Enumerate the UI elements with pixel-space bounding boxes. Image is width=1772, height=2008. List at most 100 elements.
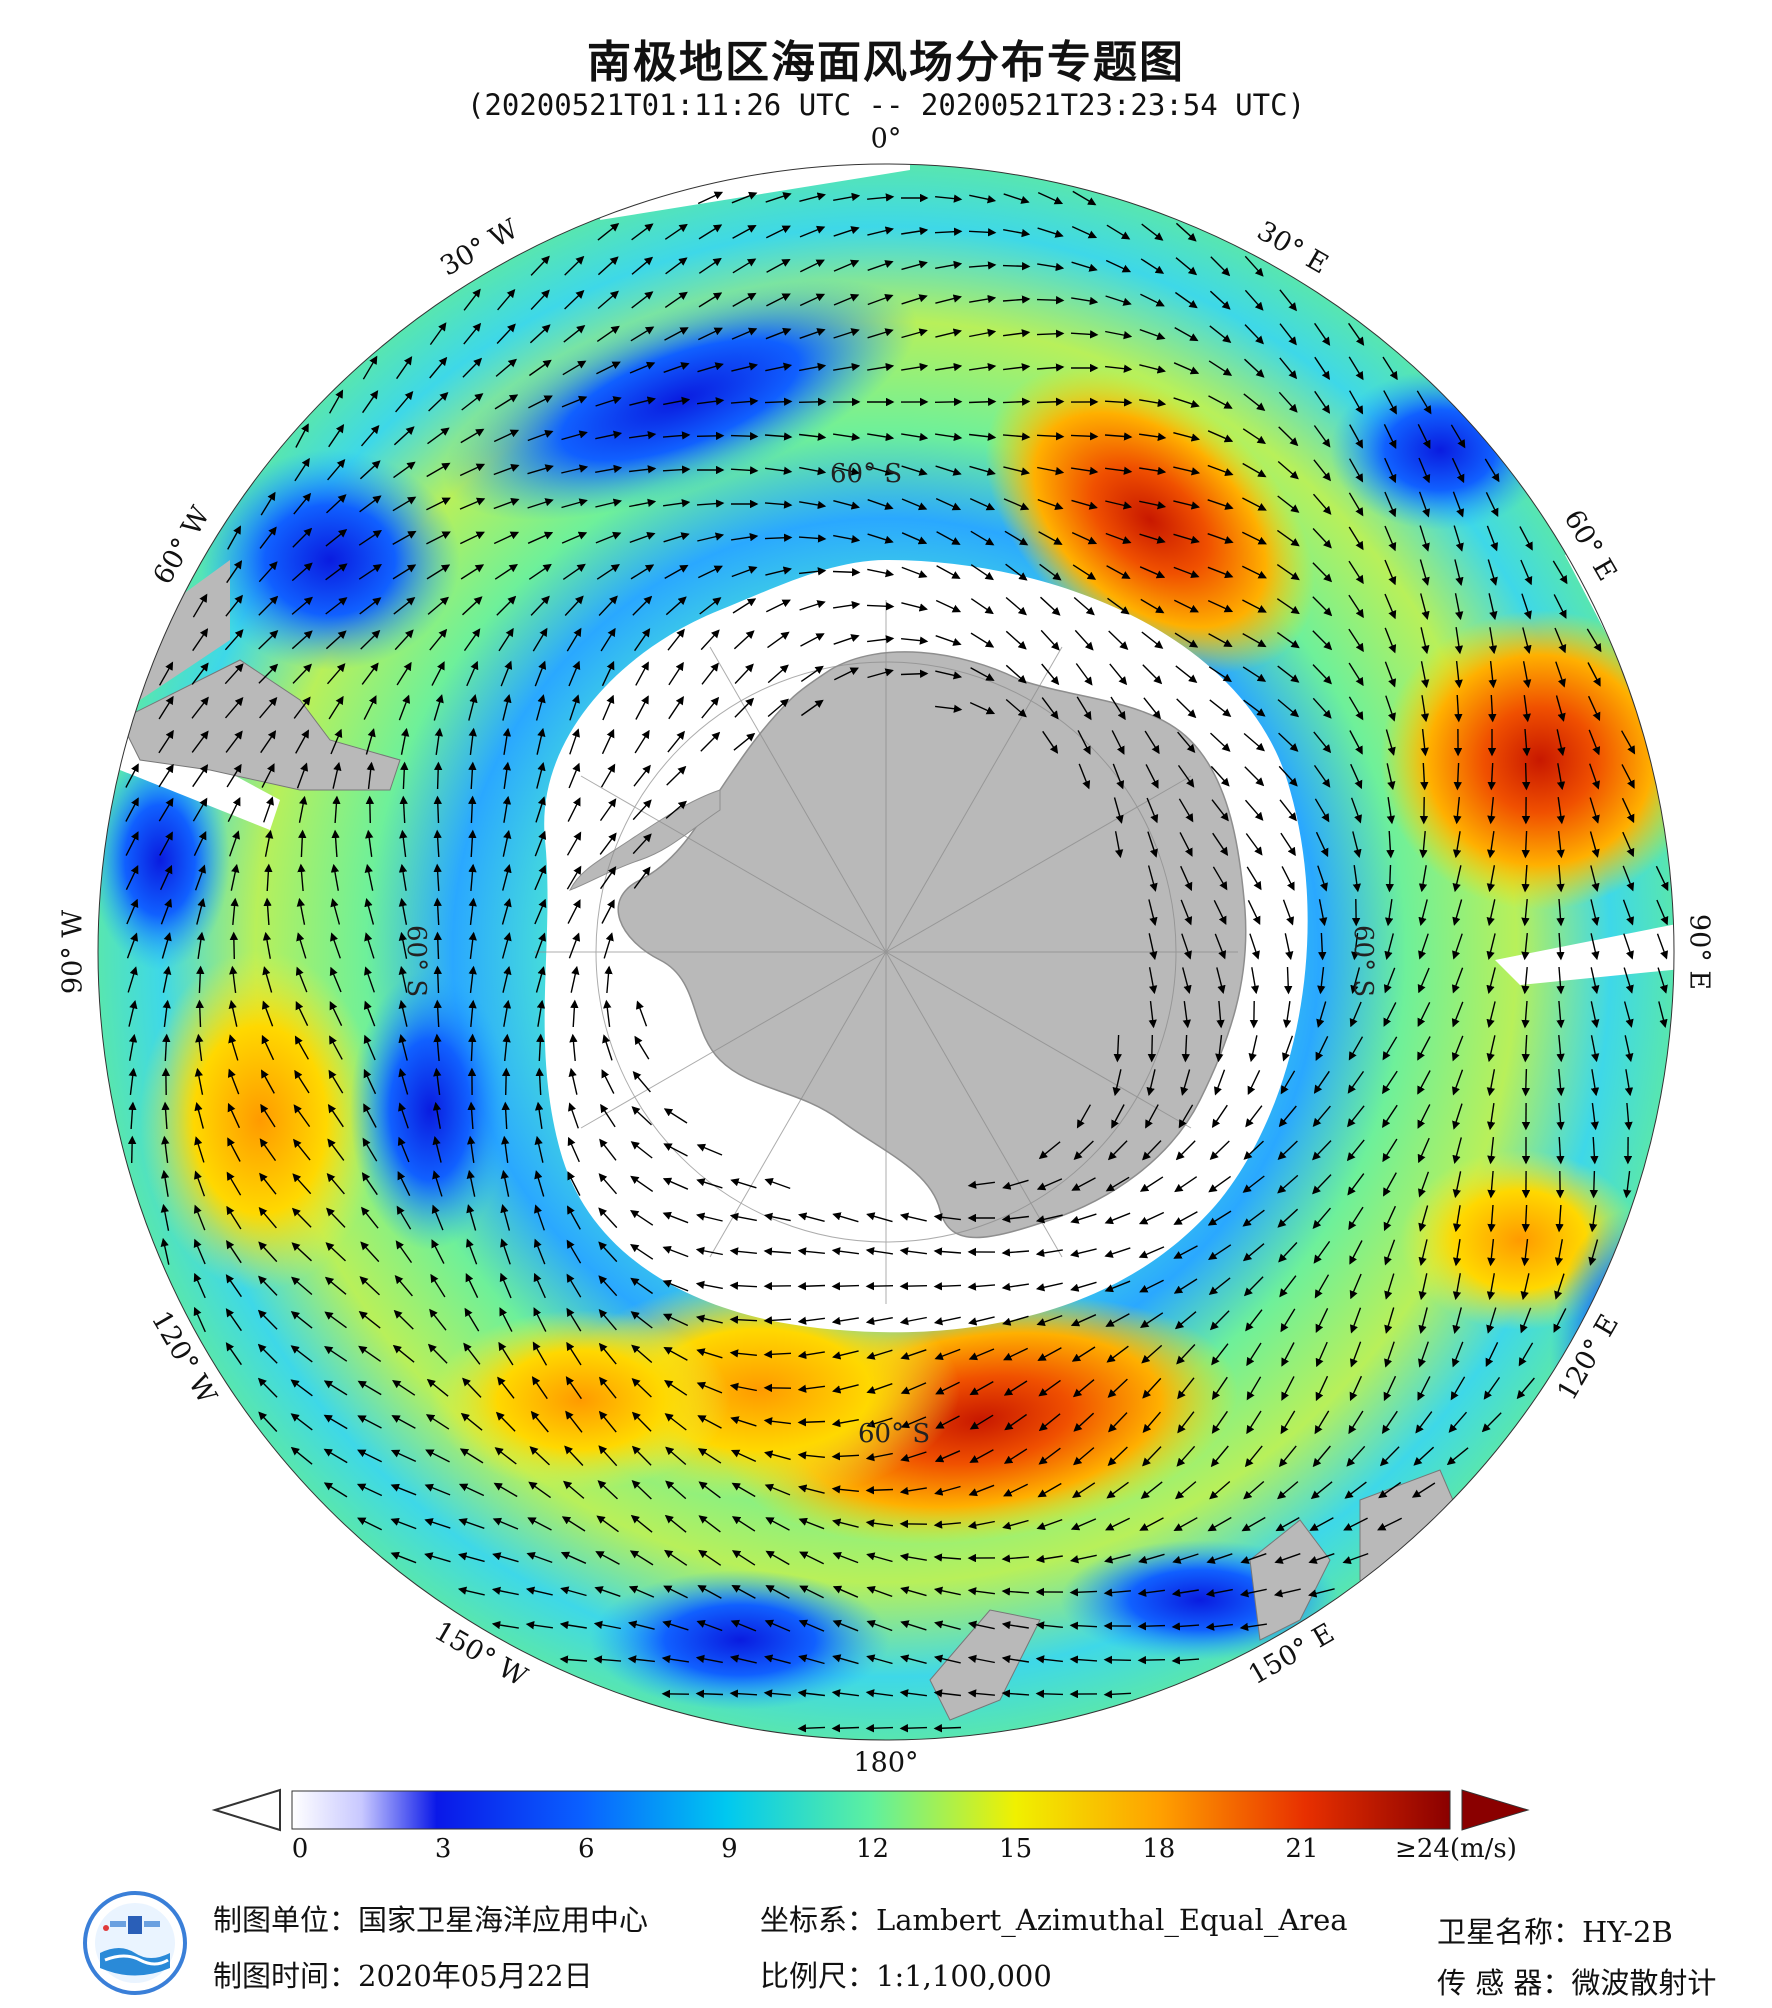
wind-arrow <box>635 1000 648 1027</box>
wind-arrow <box>159 864 173 891</box>
wind-arrow <box>1384 898 1394 927</box>
meridian-label-180: 180° <box>853 1748 918 1779</box>
wind-arrow <box>359 495 382 513</box>
wind-arrow <box>867 328 894 339</box>
wind-arrow <box>969 194 997 204</box>
wind-arrow <box>1207 566 1234 579</box>
wind-arrow <box>295 966 308 993</box>
wind-arrow <box>1276 631 1300 649</box>
wind-arrow <box>1145 1104 1159 1129</box>
wind-arrow <box>901 566 928 579</box>
wind-arrow <box>865 1486 894 1495</box>
wind-arrow <box>1105 532 1132 545</box>
wind-arrow <box>496 595 517 616</box>
wind-arrow <box>1112 1069 1122 1097</box>
wind-arrow <box>1105 330 1133 340</box>
wind-arrow <box>502 1033 511 1061</box>
wind-arrow <box>564 255 585 276</box>
wind-arrow <box>663 499 691 508</box>
wind-arrow <box>493 497 520 510</box>
wind-arrow <box>263 796 274 823</box>
wind-arrow <box>501 898 512 925</box>
wind-arrow <box>564 595 584 616</box>
wind-arrow <box>1316 1001 1327 1028</box>
wind-arrow <box>196 898 206 925</box>
wind-arrow <box>536 727 546 755</box>
wind-arrow <box>969 465 996 476</box>
wind-arrow <box>831 1281 860 1291</box>
wind-arrow <box>358 530 382 546</box>
wind-arrow <box>935 260 963 270</box>
wind-arrow <box>162 999 171 1027</box>
wind-arrow <box>1590 899 1600 926</box>
wind-arrow <box>1521 1068 1531 1097</box>
wind-arrow <box>1590 1103 1599 1131</box>
wind-arrow <box>597 290 619 310</box>
wind-arrow <box>765 192 792 203</box>
wind-arrow <box>1040 596 1061 616</box>
wind-arrow <box>126 932 139 959</box>
wind-arrow <box>970 598 994 615</box>
wind-arrow <box>1312 697 1332 719</box>
wind-arrow <box>764 397 793 406</box>
wind-arrow <box>394 629 414 651</box>
wind-arrow <box>195 1033 204 1061</box>
wind-arrow <box>468 965 477 993</box>
wind-arrow <box>1348 662 1364 687</box>
wind-arrow <box>261 763 275 788</box>
wind-arrow <box>1484 458 1500 483</box>
wind-arrow <box>128 1000 138 1027</box>
wind-arrow <box>330 932 341 959</box>
wind-arrow <box>192 764 209 788</box>
wind-arrow <box>1521 864 1530 893</box>
wind-arrow <box>1140 293 1165 307</box>
wind-arrow <box>968 261 997 270</box>
wind-arrow <box>696 431 725 441</box>
wind-arrow <box>569 694 580 721</box>
wind-arrow <box>258 595 279 616</box>
wind-arrow <box>535 796 546 823</box>
wind-arrow <box>664 291 688 308</box>
wind-arrow <box>297 863 306 892</box>
wind-arrow <box>326 663 346 685</box>
wind-arrow <box>1656 899 1669 926</box>
wind-arrow <box>158 661 174 686</box>
wind-arrow <box>1036 329 1065 338</box>
wind-arrow <box>1453 525 1464 552</box>
wind-arrow <box>1070 432 1099 441</box>
wind-arrow <box>1077 730 1091 755</box>
wind-arrow <box>867 193 895 202</box>
wind-arrow <box>561 498 588 509</box>
wind-arrow <box>527 464 554 475</box>
wind-arrow <box>468 829 477 858</box>
wind-arrow <box>1105 364 1133 373</box>
wind-arrow <box>695 1689 724 1698</box>
wind-arrow <box>1348 1036 1364 1061</box>
wind-arrow <box>867 668 894 679</box>
sensor-label: 传 感 器：微波散射计 <box>1437 1966 1717 2000</box>
wind-arrow <box>1036 432 1065 441</box>
wind-arrow <box>501 1101 510 1130</box>
wind-arrow <box>194 1067 204 1095</box>
wind-arrow <box>227 797 241 823</box>
wind-arrow <box>765 566 792 576</box>
wind-arrow <box>296 932 307 959</box>
wind-arrow <box>561 395 588 408</box>
wind-arrow <box>1486 1035 1496 1063</box>
wind-arrow <box>1035 1689 1064 1699</box>
wind-arrow <box>1384 661 1397 688</box>
wind-arrow <box>1139 466 1167 476</box>
wind-arrow <box>1658 1001 1668 1028</box>
wind-arrow <box>534 898 547 925</box>
wind-arrow <box>1383 390 1397 415</box>
wind-arrow <box>1173 397 1200 408</box>
wind-arrow <box>468 694 478 721</box>
wind-arrow <box>1450 424 1466 449</box>
wind-arrow <box>1040 629 1060 651</box>
wind-arrow <box>564 290 585 310</box>
wind-arrow <box>429 322 447 346</box>
wind-arrow <box>426 462 451 478</box>
wind-arrow <box>161 1135 170 1163</box>
wind-arrow <box>530 255 550 276</box>
wind-arrow <box>1003 193 1030 204</box>
